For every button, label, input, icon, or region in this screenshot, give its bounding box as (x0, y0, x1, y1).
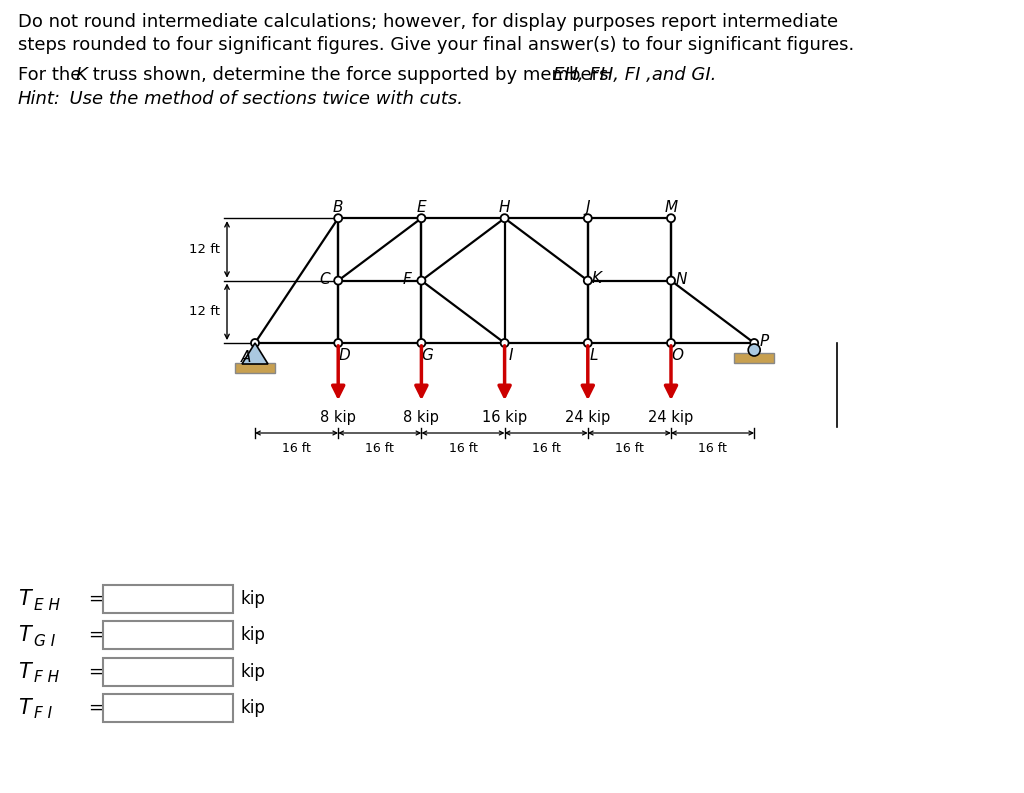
Text: kip: kip (241, 626, 266, 644)
Circle shape (749, 344, 760, 356)
Text: 16 ft: 16 ft (698, 442, 727, 455)
Text: $T$: $T$ (18, 625, 34, 645)
Polygon shape (242, 343, 268, 364)
Circle shape (334, 277, 342, 285)
Circle shape (501, 339, 509, 347)
Text: truss shown, determine the force supported by members: truss shown, determine the force support… (87, 66, 608, 84)
Text: F I: F I (34, 707, 52, 722)
Text: N: N (675, 272, 687, 287)
Text: G: G (422, 348, 433, 363)
Text: K: K (76, 66, 88, 84)
Text: 16 ft: 16 ft (531, 442, 560, 455)
Text: 16 ft: 16 ft (615, 442, 644, 455)
Text: =: = (88, 663, 103, 681)
Circle shape (667, 277, 675, 285)
Circle shape (501, 214, 509, 222)
FancyBboxPatch shape (734, 353, 774, 363)
Circle shape (334, 214, 342, 222)
Circle shape (584, 214, 592, 222)
Text: A: A (241, 350, 251, 365)
Text: J: J (586, 200, 590, 215)
Text: =: = (88, 626, 103, 644)
Circle shape (667, 339, 675, 347)
Circle shape (251, 339, 259, 347)
Text: EH, FH, FI ,and GI.: EH, FH, FI ,and GI. (553, 66, 717, 84)
Text: Hint:: Hint: (18, 90, 61, 108)
Text: 24 kip: 24 kip (565, 410, 610, 425)
Text: 8 kip: 8 kip (403, 410, 439, 425)
Text: =: = (88, 699, 103, 717)
Circle shape (418, 277, 425, 285)
Circle shape (584, 339, 592, 347)
Text: K: K (592, 271, 602, 286)
Text: $T$: $T$ (18, 589, 34, 609)
Circle shape (751, 339, 758, 347)
Text: E: E (417, 200, 426, 215)
Text: G I: G I (34, 634, 55, 649)
Text: 16 ft: 16 ft (283, 442, 311, 455)
Text: O: O (671, 348, 683, 363)
Text: F H: F H (34, 671, 59, 685)
FancyBboxPatch shape (103, 585, 233, 613)
Text: 12 ft: 12 ft (189, 305, 220, 318)
Circle shape (667, 214, 675, 222)
Text: $T$: $T$ (18, 698, 34, 718)
Text: F: F (403, 272, 412, 287)
Text: Do not round intermediate calculations; however, for display purposes report int: Do not round intermediate calculations; … (18, 13, 838, 31)
Text: =: = (88, 590, 103, 608)
Text: $T$: $T$ (18, 662, 34, 682)
Text: kip: kip (241, 699, 266, 717)
Text: C: C (318, 272, 330, 287)
Text: steps rounded to four significant figures. Give your final answer(s) to four sig: steps rounded to four significant figure… (18, 36, 854, 54)
Text: Use the method of sections twice with cuts.: Use the method of sections twice with cu… (58, 90, 463, 108)
Text: I: I (508, 348, 513, 363)
Text: D: D (338, 348, 350, 363)
Text: L: L (590, 348, 598, 363)
FancyBboxPatch shape (234, 363, 275, 373)
Text: 24 kip: 24 kip (648, 410, 693, 425)
Text: B: B (333, 200, 343, 215)
Text: 16 kip: 16 kip (482, 410, 527, 425)
Text: kip: kip (241, 663, 266, 681)
Text: E H: E H (34, 597, 60, 612)
Circle shape (584, 277, 592, 285)
Text: H: H (499, 200, 510, 215)
Circle shape (334, 339, 342, 347)
Circle shape (418, 339, 425, 347)
FancyBboxPatch shape (103, 694, 233, 722)
Text: M: M (665, 200, 678, 215)
Text: 12 ft: 12 ft (189, 243, 220, 256)
Circle shape (418, 214, 425, 222)
Text: 16 ft: 16 ft (449, 442, 477, 455)
Text: 16 ft: 16 ft (366, 442, 394, 455)
Text: For the: For the (18, 66, 93, 84)
FancyBboxPatch shape (103, 658, 233, 686)
FancyBboxPatch shape (103, 621, 233, 649)
Text: P: P (760, 334, 769, 348)
Text: kip: kip (241, 590, 266, 608)
Text: 8 kip: 8 kip (321, 410, 356, 425)
